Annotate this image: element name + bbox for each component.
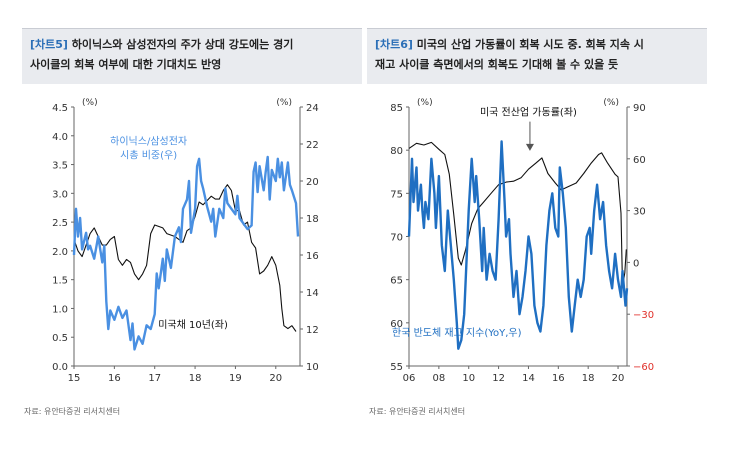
series-line-1 (72, 155, 300, 351)
left-tick-label: 0.5 (52, 333, 68, 344)
x-tick-label: 12 (492, 373, 505, 384)
left-tick-label: 85 (390, 103, 403, 114)
x-tick-label: 18 (189, 373, 202, 384)
chart-source: 자료: 유안타증권 리서치센터 (24, 407, 121, 416)
left-tick-label: 60 (390, 319, 403, 330)
left-tick-label: 70 (390, 233, 403, 244)
x-tick-label: 18 (582, 373, 595, 384)
right-tick-label: 24 (306, 103, 319, 114)
x-tick-label: 16 (108, 373, 121, 384)
chart-6-plot: 55 60 65 70 75 80 85 −60 −30 0 30 60 90 (%) (%) 06 08 10 1… (390, 98, 654, 384)
right-axis-unit: (%) (276, 98, 292, 108)
right-tick-label: 22 (306, 140, 319, 151)
right-tick-label: 0 (633, 258, 639, 269)
left-tick-label: 1.5 (52, 276, 68, 287)
right-tick-label: 30 (633, 207, 646, 218)
left-tick-label: 65 (390, 276, 403, 287)
annotation-label: 한국 반도체 재고 지수(YoY,우) (392, 327, 522, 339)
chart-title-line2: 사이클의 회복 여부에 대한 기대치도 반영 (30, 58, 222, 71)
right-tick-label: 16 (306, 251, 319, 262)
left-tick-label: 4.0 (52, 132, 68, 143)
x-tick-label: 16 (552, 373, 565, 384)
chart-tag: [차트5] (30, 38, 68, 51)
chart-title-line1: 하이닉스와 삼성전자의 주가 상대 강도에는 경기 (71, 38, 294, 51)
chart-source: 자료: 유안타증권 리서치센터 (369, 407, 466, 416)
chart-title-line2: 재고 사이클 측면에서의 회복도 기대해 볼 수 있을 듯 (375, 58, 619, 71)
right-tick-label: 20 (306, 177, 319, 188)
annotation-label: 미국채 10년(좌) (158, 319, 228, 331)
chart-header: [차트6] 미국의 산업 가동률이 회복 시도 중. 회복 지속 시 재고 사이… (367, 28, 707, 84)
x-tick-label: 20 (612, 373, 625, 384)
annotation-label: 하이닉스/삼성전자 (110, 134, 187, 147)
x-tick-label: 14 (522, 373, 535, 384)
chart-header: [차트5] 하이닉스와 삼성전자의 주가 상대 강도에는 경기 사이클의 회복 … (22, 28, 362, 84)
x-tick-label: 10 (462, 373, 475, 384)
right-tick-label: 12 (306, 325, 319, 336)
left-tick-label: 75 (390, 189, 403, 200)
chart-title-line1: 미국의 산업 가동률이 회복 시도 중. 회복 지속 시 (416, 38, 644, 51)
right-tick-label: 90 (633, 103, 646, 114)
series-line-0 (73, 184, 297, 332)
chart-panel-5: [차트5] 하이닉스와 삼성전자의 주가 상대 강도에는 경기 사이클의 회복 … (22, 28, 362, 428)
left-tick-label: 3.0 (52, 189, 68, 200)
left-tick-label: 0.0 (52, 362, 68, 373)
right-axis-unit: (%) (603, 98, 619, 108)
left-tick-label: 55 (390, 362, 403, 373)
right-tick-label: 60 (633, 155, 646, 166)
left-tick-label: 1.0 (52, 304, 68, 315)
series-line-0 (408, 141, 627, 288)
right-tick-label: 14 (306, 288, 319, 299)
right-tick-label: −60 (633, 362, 654, 373)
left-tick-label: 3.5 (52, 161, 68, 172)
left-tick-label: 2.0 (52, 247, 68, 258)
annotation-label: 미국 전산업 가동률(좌) (480, 106, 577, 119)
annotation-arrow-head (525, 143, 534, 151)
left-tick-label: 2.5 (52, 218, 68, 229)
x-tick-label: 08 (432, 373, 445, 384)
left-axis-unit: (%) (82, 98, 98, 108)
chart-5-plot: 0.0 0.5 1.0 1.5 2.0 2.5 3.0 3.5 4.0 4.5 10 12 14 16 18… (52, 98, 319, 384)
chart-tag: [차트6] (375, 38, 413, 51)
right-tick-label: 10 (306, 362, 319, 373)
x-tick-label: 20 (269, 373, 282, 384)
x-tick-label: 17 (148, 373, 161, 384)
x-tick-label: 06 (403, 373, 416, 384)
chart-panel-6: [차트6] 미국의 산업 가동률이 회복 시도 중. 회복 지속 시 재고 사이… (367, 28, 707, 428)
left-axis-unit: (%) (417, 98, 433, 108)
x-tick-label: 15 (68, 373, 81, 384)
right-tick-label: −30 (633, 310, 654, 321)
x-tick-label: 19 (229, 373, 242, 384)
left-tick-label: 4.5 (52, 103, 68, 114)
right-tick-label: 18 (306, 214, 319, 225)
annotation-label: 시총 비중(우) (120, 149, 177, 161)
left-tick-label: 80 (390, 146, 403, 157)
series-line-1 (407, 140, 629, 350)
